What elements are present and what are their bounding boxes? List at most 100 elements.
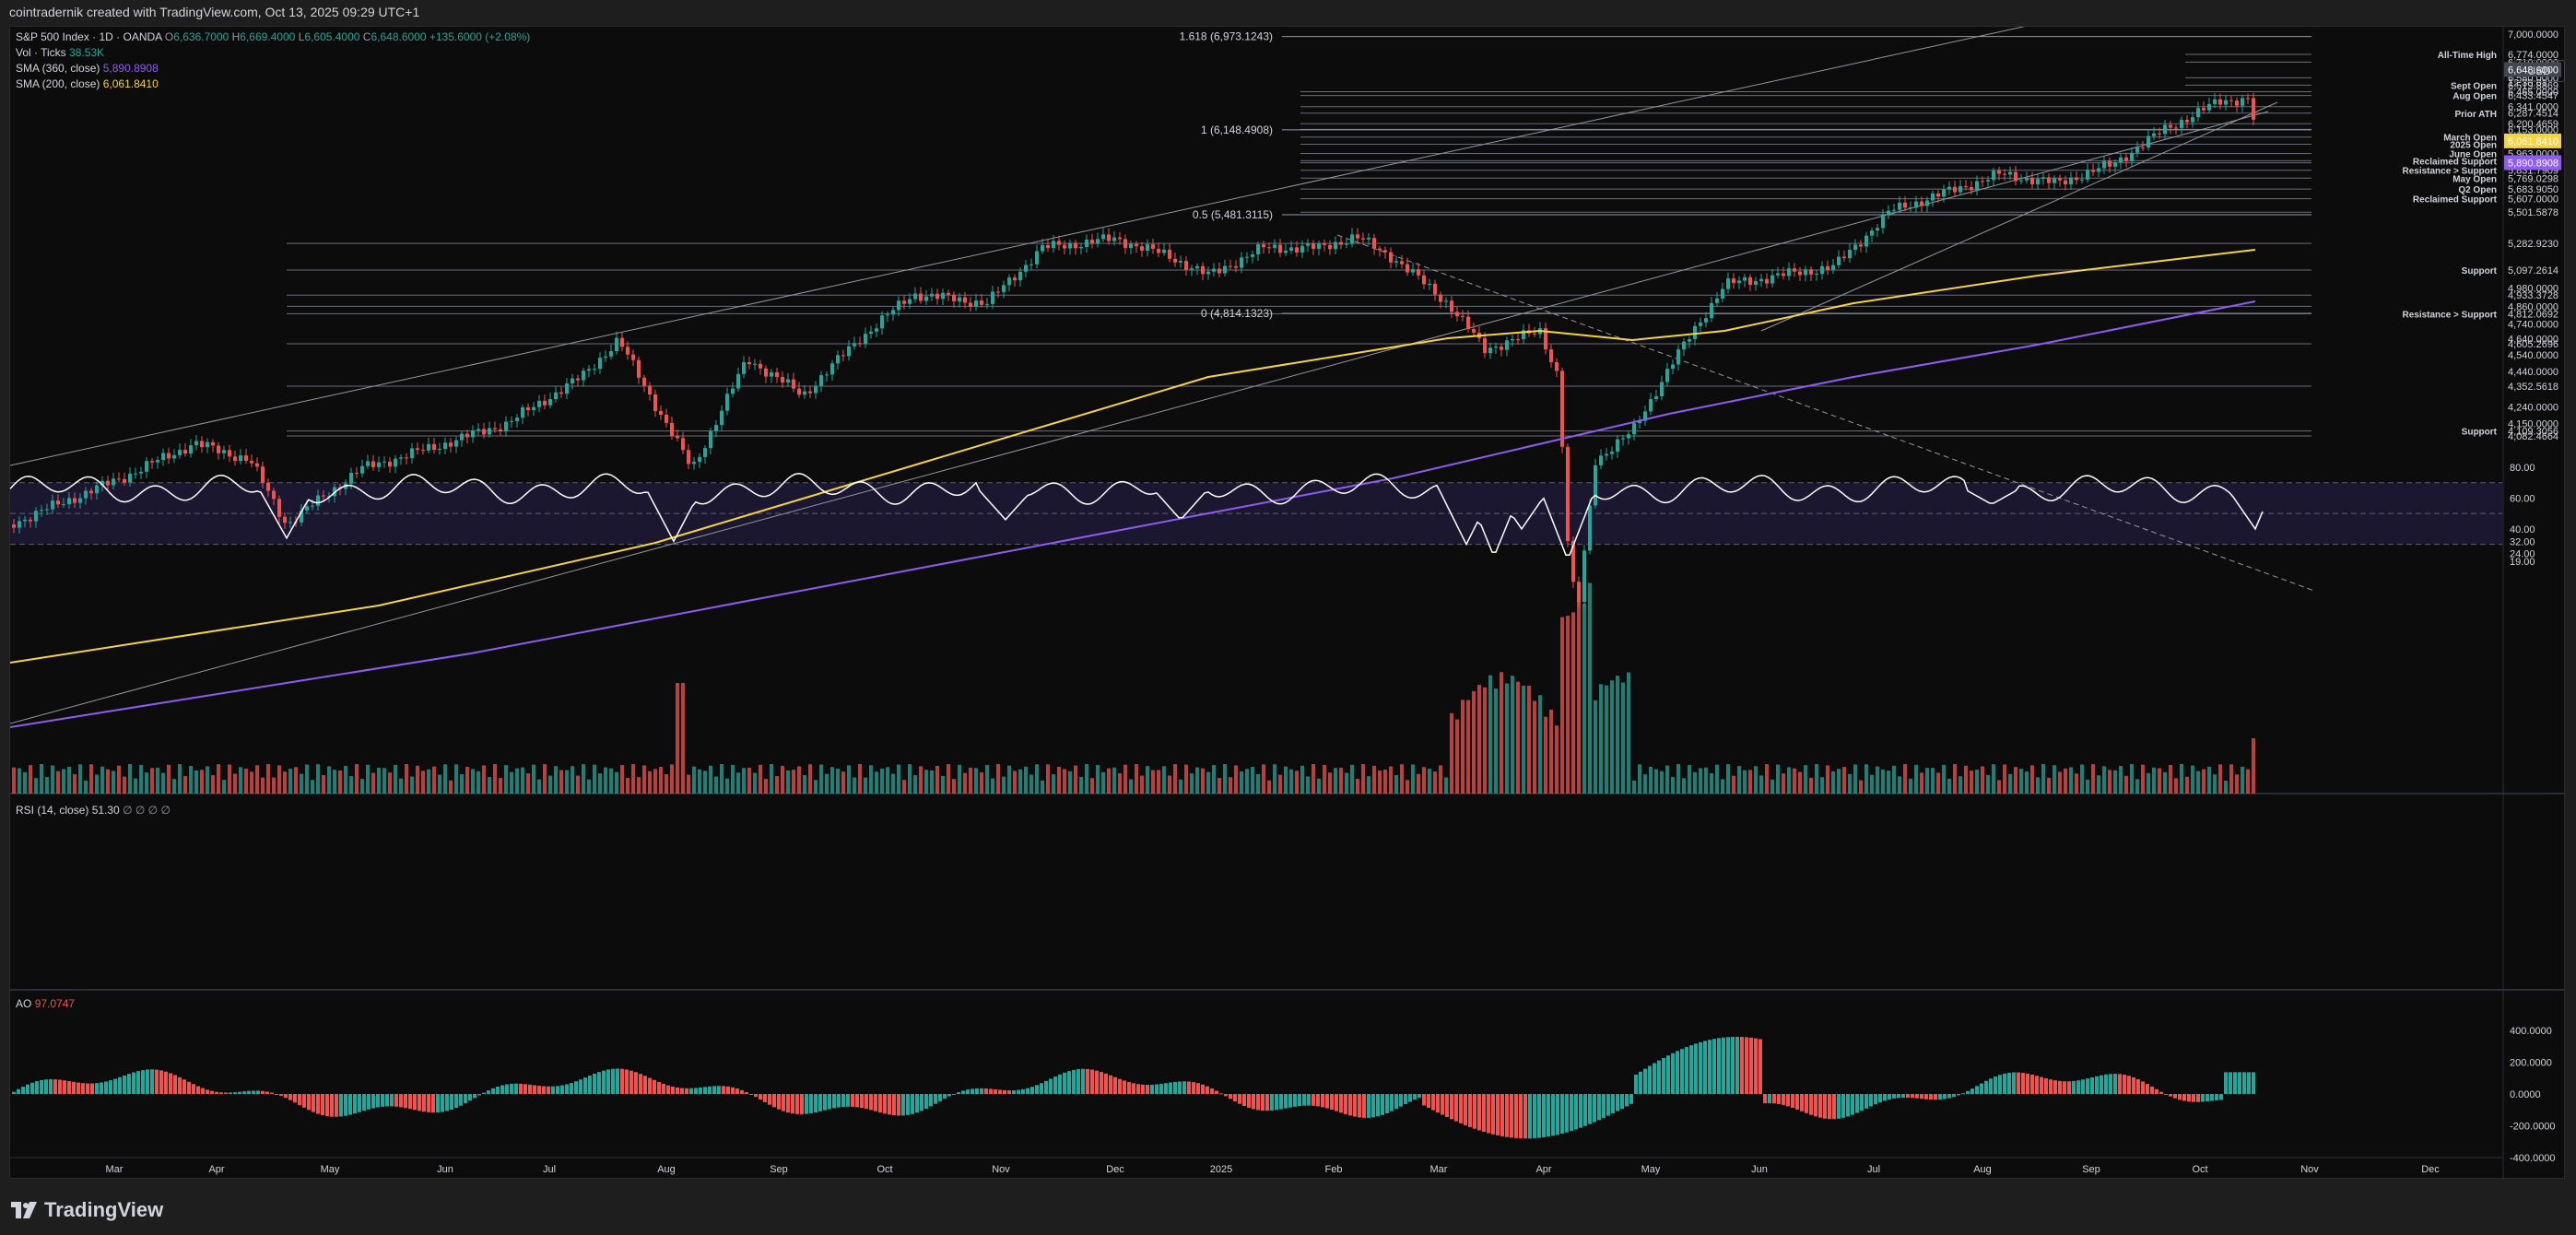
ao-bar xyxy=(1482,1094,1486,1133)
symbol-title[interactable]: S&P 500 Index · 1D · OANDA xyxy=(16,30,162,43)
candle xyxy=(676,436,679,439)
sma360-label[interactable]: SMA (360, close) xyxy=(16,62,100,75)
tradingview-logo[interactable]: TradingView xyxy=(11,1198,163,1222)
volume-bar xyxy=(2218,764,2222,794)
volume-bar xyxy=(2235,774,2239,794)
ao-bar xyxy=(1731,1036,1735,1094)
volume-bar xyxy=(687,774,690,794)
volume-bar xyxy=(576,775,580,794)
volume-bar xyxy=(836,769,840,794)
volume-bar xyxy=(1229,777,1232,794)
volume-bar xyxy=(117,765,121,794)
volume-bar xyxy=(438,774,441,794)
volume-bar xyxy=(543,764,547,794)
ao-bar xyxy=(404,1094,407,1109)
candle xyxy=(255,463,259,467)
chart-frame[interactable]: 7,000.00006,774.00006,710.00006,580.0000… xyxy=(9,26,2565,1179)
ao-bar xyxy=(1390,1094,1394,1112)
candle xyxy=(1704,318,1708,323)
volume-bar xyxy=(2169,765,2172,794)
ao-bar xyxy=(2173,1094,2177,1099)
level-annotation: Resistance > Support xyxy=(2402,310,2497,320)
candle xyxy=(73,498,76,503)
fib-label: 0.5 (5,481.3115) xyxy=(1193,208,1273,221)
candle xyxy=(759,363,762,369)
candle xyxy=(1881,214,1885,229)
candle xyxy=(394,458,397,467)
ao-bar xyxy=(533,1085,536,1094)
volume-bar xyxy=(841,771,845,794)
volume-bar xyxy=(150,768,154,794)
volume-bar xyxy=(1079,776,1083,794)
volume-bar xyxy=(598,773,602,794)
ao-bar xyxy=(2150,1086,2154,1094)
price-scale-label: 4,352.5618 xyxy=(2508,382,2558,393)
currency-button[interactable]: USD xyxy=(2513,60,2565,82)
volume-bar xyxy=(2041,764,2045,794)
candle xyxy=(488,428,491,435)
volume-bar xyxy=(1914,764,1918,794)
volume-bar xyxy=(488,777,491,794)
candle xyxy=(1638,420,1641,424)
candle xyxy=(1383,250,1387,253)
volume-bar xyxy=(1217,778,1221,794)
candle xyxy=(930,293,934,297)
volume-bar xyxy=(294,767,298,794)
ao-bar xyxy=(353,1094,357,1114)
ao-bar xyxy=(1187,1081,1191,1094)
volume-bar xyxy=(880,768,884,794)
ao-bar xyxy=(2182,1094,2186,1101)
price-scale-label: 6,774.0000 xyxy=(2508,50,2558,61)
ao-bar xyxy=(164,1071,168,1094)
volume-bar xyxy=(886,767,889,794)
volume-bar xyxy=(1975,769,1979,794)
ao-bar xyxy=(2215,1094,2218,1100)
candle xyxy=(1809,269,1813,275)
volume-label[interactable]: Vol · Ticks xyxy=(16,46,66,59)
ao-bar xyxy=(1330,1094,1334,1111)
volume-bar xyxy=(963,772,967,794)
ao-bar xyxy=(178,1076,182,1094)
volume-bar xyxy=(84,780,88,794)
ao-bar xyxy=(2123,1075,2126,1094)
ao-bar xyxy=(473,1094,476,1099)
candle xyxy=(2108,160,2111,167)
volume-bar xyxy=(1450,712,1453,794)
ao-bar xyxy=(1192,1082,1195,1094)
ao-label[interactable]: AO xyxy=(16,997,32,1010)
sma200-label[interactable]: SMA (200, close) xyxy=(16,77,100,90)
ohlc-values: O6,636.7000 H6,669.4000 L6,605.4000 C6,6… xyxy=(165,30,530,43)
rsi-value: 51.30 xyxy=(91,804,120,817)
candle xyxy=(631,354,635,360)
volume-bar xyxy=(1704,767,1708,794)
rsi-label[interactable]: RSI (14, close) xyxy=(16,804,89,817)
ao-bar xyxy=(229,1092,232,1094)
ao-bar xyxy=(735,1088,739,1094)
ao-bar xyxy=(832,1094,836,1109)
ao-bar xyxy=(1178,1081,1182,1094)
ao-bar xyxy=(1570,1094,1573,1132)
volume-bar xyxy=(1439,765,1442,794)
volume-bar xyxy=(123,776,126,794)
chart-canvas[interactable]: 7,000.00006,774.00006,710.00006,580.0000… xyxy=(10,27,2564,1178)
candle xyxy=(416,448,419,451)
volume-bar xyxy=(366,764,370,794)
ao-bar xyxy=(109,1080,112,1094)
volume-bar xyxy=(1494,688,1498,794)
candle xyxy=(261,466,265,483)
ao-bar xyxy=(367,1094,371,1110)
candle xyxy=(371,461,375,467)
ao-bar xyxy=(487,1090,490,1094)
volume-bar xyxy=(134,778,137,794)
ao-bar xyxy=(53,1079,57,1094)
volume-bar xyxy=(1544,716,1547,794)
ao-bar xyxy=(1316,1094,1320,1107)
candle xyxy=(1665,369,1669,382)
volume-bar xyxy=(1334,768,1337,794)
volume-bar xyxy=(1013,770,1017,794)
ao-bar xyxy=(1201,1084,1205,1094)
candle xyxy=(963,297,967,303)
volume-bar xyxy=(67,766,71,794)
ao-bar xyxy=(1556,1094,1559,1135)
sma200-line xyxy=(10,249,2256,664)
